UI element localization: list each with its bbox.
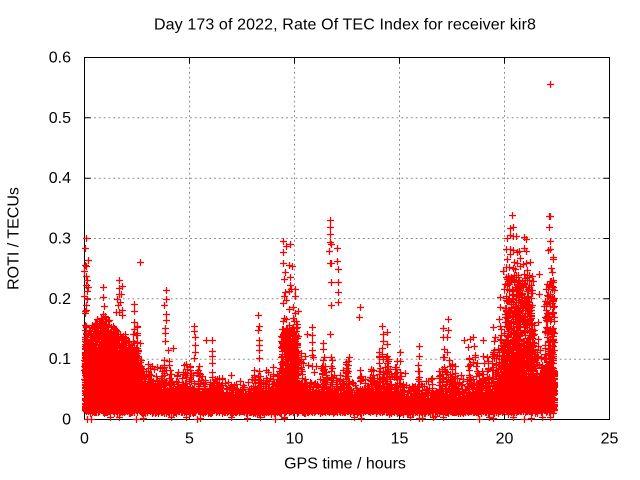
svg-text:0.2: 0.2	[49, 291, 71, 308]
svg-text:0: 0	[80, 430, 89, 447]
svg-text:Day 173 of 2022, Rate Of TEC I: Day 173 of 2022, Rate Of TEC Index for r…	[154, 17, 536, 34]
svg-text:10: 10	[286, 430, 304, 447]
svg-text:0.6: 0.6	[49, 50, 71, 67]
svg-text:5: 5	[185, 430, 194, 447]
svg-text:ROTI / TECUs: ROTI / TECUs	[6, 187, 23, 290]
svg-text:0.5: 0.5	[49, 110, 71, 127]
svg-text:GPS time / hours: GPS time / hours	[284, 456, 406, 473]
svg-text:0.1: 0.1	[49, 351, 71, 368]
svg-text:0.4: 0.4	[49, 170, 71, 187]
svg-text:0.3: 0.3	[49, 231, 71, 248]
svg-text:20: 20	[496, 430, 514, 447]
svg-text:15: 15	[391, 430, 409, 447]
svg-text:0: 0	[62, 412, 71, 429]
svg-text:25: 25	[601, 430, 619, 447]
